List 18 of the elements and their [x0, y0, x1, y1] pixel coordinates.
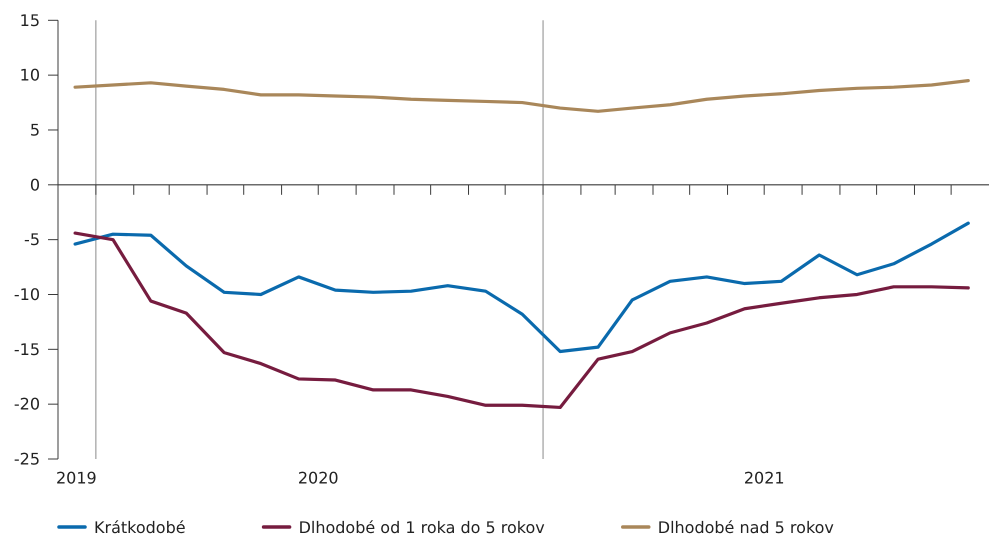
- y-tick-label: -15: [14, 340, 40, 359]
- legend-label: Dlhodobé nad 5 rokov: [658, 518, 834, 536]
- y-tick-label: -10: [14, 284, 40, 304]
- x-tick-label: 2021: [744, 468, 785, 488]
- legend-label: Krátkodobé: [94, 518, 186, 536]
- y-tick-label: -5: [24, 230, 40, 250]
- y-tick-label: 15: [20, 10, 40, 30]
- line-series: [74, 231, 970, 410]
- y-tick-label: 0: [30, 175, 40, 194]
- line-series: [74, 222, 970, 354]
- x-tick-label: 2019: [56, 468, 97, 488]
- x-tick-label: 2020: [298, 468, 339, 488]
- y-tick-label: -20: [14, 394, 40, 414]
- y-tick-label: 10: [20, 66, 40, 85]
- line-series: [74, 79, 970, 113]
- y-tick-label: -25: [14, 450, 40, 468]
- legend-label: Dlhodobé od 1 roka do 5 rokov: [298, 518, 545, 536]
- y-tick-label: 5: [30, 120, 40, 140]
